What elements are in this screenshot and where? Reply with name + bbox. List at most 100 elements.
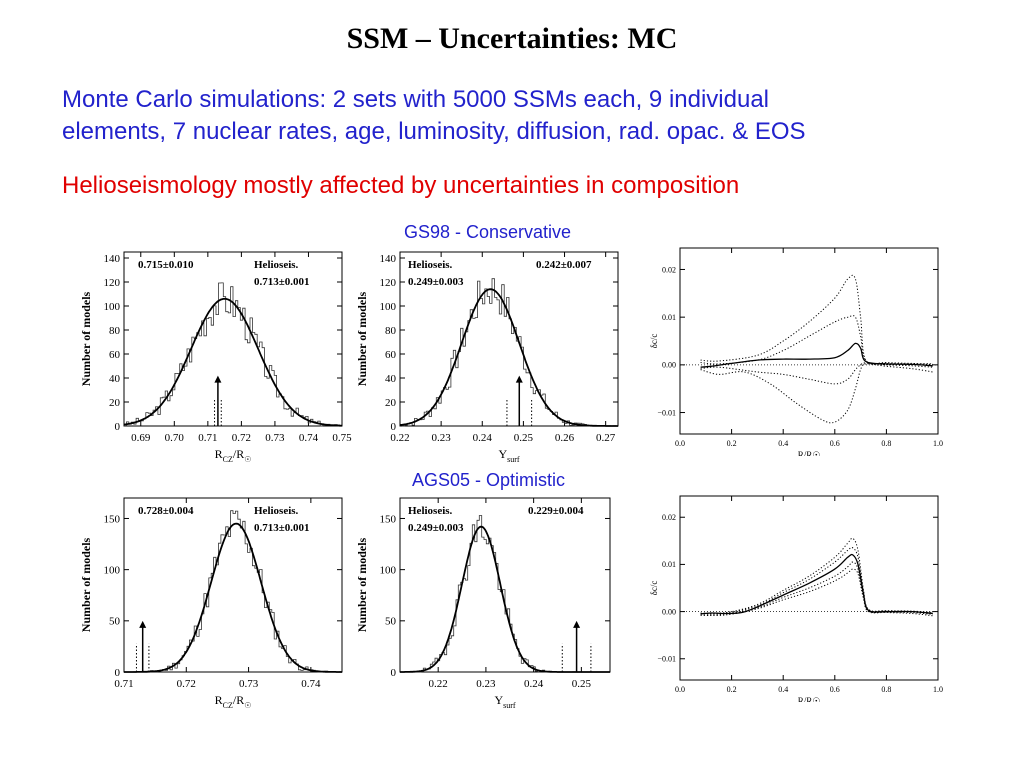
x-tick-label: 0.75 (332, 432, 352, 444)
plot-frame (679, 247, 939, 435)
x-tick-label: 0.25 (572, 678, 592, 690)
annotation-helioseis-value: 0.249±0.003 (408, 276, 464, 288)
y-tick-label: 0.00 (662, 361, 676, 370)
plot-frame (679, 495, 939, 681)
caption-ags05: AGS05 - Optimistic (412, 470, 566, 490)
histogram-gs98-rcz: 0.69 0.70 0.71 0.72 0.73 0.74 0.75 0 20 40 60 80 100… (79, 251, 352, 462)
x-tick-label: 0.24 (524, 678, 544, 690)
series-line-dotted-2 (700, 546, 933, 615)
x-tick-label: 0.4 (778, 439, 788, 448)
helioseismic-arrow-head (515, 375, 523, 383)
series-line-dotted-4 (700, 568, 933, 617)
x-axis-label: Ysurf (494, 693, 515, 710)
x-tick-label: 0.25 (514, 432, 534, 444)
bullet-helioseismology: Helioseismology mostly affected by uncer… (62, 172, 740, 199)
series-line-dotted-4 (700, 363, 933, 424)
annotation-helioseis-value: 0.713±0.001 (254, 276, 310, 288)
series-line-mean (700, 553, 933, 615)
y-tick-label: 20 (109, 397, 121, 409)
x-tick-label: 0.74 (301, 678, 321, 690)
histogram-steps (124, 510, 342, 673)
x-tick-label: 1.0 (933, 685, 943, 694)
y-tick-label: 0.00 (662, 607, 676, 616)
x-tick-label: 0.8 (881, 439, 891, 448)
histogram-steps (400, 515, 610, 673)
x-tick-label: 0.22 (429, 678, 448, 690)
gaussian-fit-curve (124, 522, 342, 673)
helioseismic-arrow-head (139, 620, 147, 628)
y-tick-label: 0.02 (662, 513, 676, 522)
y-axis-label: Number of models (355, 537, 369, 632)
x-tick-label: 0.4 (778, 685, 788, 694)
slide-title: SSM – Uncertainties: MC (346, 22, 678, 55)
y-tick-label: 60 (109, 349, 121, 361)
x-axis-label: R/R☉ (798, 450, 821, 456)
x-axis-label: RCZ/R☉ (215, 693, 252, 710)
plot-frame (123, 251, 343, 427)
y-tick-label: 0.01 (662, 313, 676, 322)
x-tick-label: 0.0 (675, 685, 685, 694)
x-tick-label: 0.72 (232, 432, 251, 444)
y-tick-label: 40 (385, 373, 397, 385)
annotation-helioseis-value: 0.713±0.001 (254, 522, 310, 534)
y-tick-label: −0.01 (657, 408, 676, 417)
y-tick-label: 140 (380, 253, 397, 265)
x-tick-label: 1.0 (933, 439, 943, 448)
x-tick-label: 0.23 (432, 432, 452, 444)
x-tick-label: 0.73 (265, 432, 285, 444)
y-tick-label: 0 (115, 667, 121, 679)
y-axis-label: Number of models (79, 291, 93, 386)
x-tick-label: 0.6 (830, 439, 840, 448)
x-tick-label: 0.70 (165, 432, 185, 444)
x-tick-label: 0.73 (239, 678, 259, 690)
y-tick-label: 80 (385, 325, 397, 337)
bullet-monte-carlo: Monte Carlo simulations: 2 sets with 500… (62, 84, 982, 148)
y-tick-label: −0.01 (657, 655, 676, 664)
x-tick-label: 0.26 (555, 432, 575, 444)
line-chart-ags05-dcc: 0.0 0.2 0.4 0.6 0.8 1.0 −0.01 0.00 0.01 0.02 δc/c R… (649, 495, 943, 702)
bullet-monte-carlo-line-1: Monte Carlo simulations: 2 sets with 500… (62, 86, 770, 113)
x-tick-label: 0.72 (177, 678, 196, 690)
bullet-monte-carlo-line-2: elements, 7 nuclear rates, age, luminosi… (62, 118, 806, 145)
x-tick-label: 0.24 (473, 432, 493, 444)
annotation-helioseis-label: Helioseis. (254, 505, 299, 517)
y-tick-label: 0.02 (662, 265, 676, 274)
series-line-dotted-2 (700, 315, 933, 365)
y-tick-label: 0.01 (662, 560, 676, 569)
x-axis-label: R/R☉ (798, 696, 821, 702)
annotation-helioseis-label: Helioseis. (408, 505, 453, 517)
gaussian-fit-curve (399, 288, 618, 427)
y-tick-label: 150 (104, 513, 121, 525)
annotation-helioseis-label: Helioseis. (408, 259, 453, 271)
helioseismic-arrow-head (214, 375, 222, 383)
histogram-gs98-ysurf: 0.22 0.23 0.24 0.25 0.26 0.27 0 20 40 60 80 100 120 1… (355, 251, 619, 464)
annotation-helioseis-label: Helioseis. (254, 259, 299, 271)
x-tick-label: 0.6 (830, 685, 840, 694)
histogram-steps (400, 278, 618, 427)
y-tick-label: 0 (391, 421, 397, 433)
y-tick-label: 40 (109, 373, 121, 385)
y-tick-label: 0 (115, 421, 121, 433)
caption-gs98: GS98 - Conservative (404, 222, 572, 242)
y-tick-label: 140 (104, 253, 121, 265)
x-tick-label: 0.74 (299, 432, 319, 444)
y-tick-label: 100 (380, 564, 397, 576)
y-tick-label: 100 (104, 301, 121, 313)
plot-frame (123, 497, 343, 673)
y-tick-label: 20 (385, 397, 397, 409)
histogram-ags05-rcz: 0.71 0.72 0.73 0.74 0 50 100 150 Number of model… (79, 497, 343, 710)
x-tick-label: 0.22 (390, 432, 409, 444)
x-tick-label: 0.27 (596, 432, 616, 444)
x-tick-label: 0.8 (881, 685, 891, 694)
y-tick-label: 0 (391, 667, 397, 679)
annotation-model-value: 0.229±0.004 (528, 505, 584, 517)
y-axis-label: δc/c (649, 581, 659, 596)
histogram-steps (124, 282, 342, 427)
y-tick-label: 60 (385, 349, 397, 361)
y-tick-label: 100 (104, 564, 121, 576)
y-axis-label: Number of models (355, 291, 369, 386)
annotation-helioseis-value: 0.249±0.003 (408, 522, 464, 534)
series-line-dotted-3 (700, 561, 933, 616)
x-tick-label: 0.0 (675, 439, 685, 448)
line-chart-gs98-dcc: 0.0 0.2 0.4 0.6 0.8 1.0 −0.01 0.00 0.01 0.02 δc/c R… (649, 247, 943, 456)
